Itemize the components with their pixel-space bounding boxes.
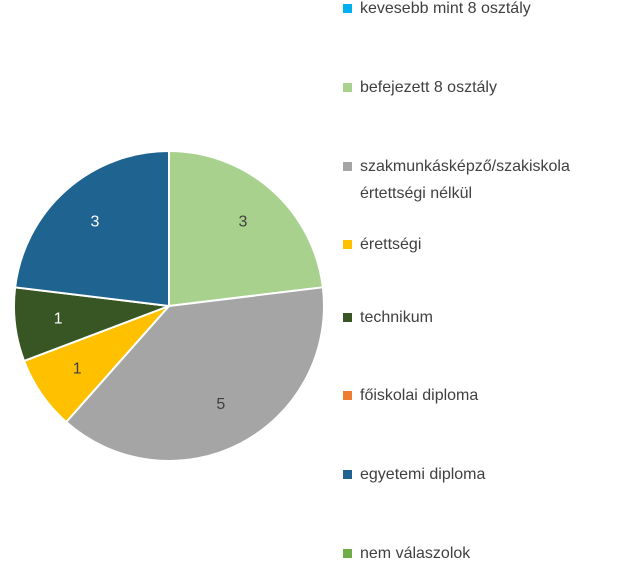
pie-slice	[64, 286, 325, 462]
data-label: 3	[91, 214, 100, 231]
legend-item: nem válaszolok	[340, 540, 619, 567]
legend-swatch	[343, 312, 352, 322]
data-label: 3	[239, 214, 248, 231]
pie-slice	[168, 149, 324, 308]
legend-swatch	[343, 239, 352, 249]
legend-swatch	[343, 3, 352, 13]
legend-item: főiskolai diploma	[340, 382, 619, 409]
legend-item: kevesebb mint 8 osztály	[340, 0, 619, 22]
legend-swatch	[343, 548, 352, 558]
data-label: 1	[73, 361, 82, 378]
legend-label: szakmunkásképző/szakiskola értettségi né…	[360, 157, 570, 202]
legend-item: befejezett 8 osztály	[340, 74, 619, 101]
pie-slice	[14, 149, 170, 308]
legend-item: érettségi	[340, 231, 619, 258]
legend-label: nem válaszolok	[360, 544, 471, 562]
legend-item: egyetemi diploma	[340, 461, 619, 488]
legend-label: kevesebb mint 8 osztály	[360, 0, 531, 17]
legend-label: érettségi	[360, 235, 422, 253]
legend-item: technikum	[340, 304, 619, 331]
legend-swatch	[343, 161, 352, 171]
legend-swatch	[343, 390, 352, 400]
legend-label: technikum	[360, 308, 433, 326]
legend-label: befejezett 8 osztály	[360, 78, 497, 96]
legend-swatch	[343, 82, 352, 92]
data-label: 1	[54, 311, 63, 328]
legend-label: egyetemi diploma	[360, 465, 486, 483]
legend: kevesebb mint 8 osztály befejezett 8 oszt…	[340, 0, 619, 573]
data-label: 5	[216, 396, 225, 413]
legend-item: szakmunkásképző/szakiskola értettségi né…	[340, 153, 619, 207]
pie-chart: 3 5 1 1 3	[13, 149, 325, 462]
legend-swatch	[343, 469, 352, 479]
legend-label: főiskolai diploma	[360, 386, 479, 404]
